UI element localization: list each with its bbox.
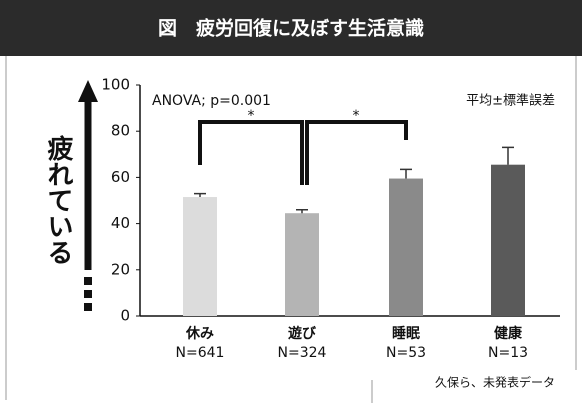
sample-size: N=324 [278, 345, 327, 361]
arrow-dash [84, 303, 92, 311]
y-tick-label: 60 [111, 168, 130, 186]
arrow-dash [84, 277, 92, 285]
x-tick-label: 休み [185, 325, 214, 342]
bar [183, 197, 217, 316]
x-tick-label: 睡眠 [392, 326, 420, 342]
x-tick-label: 健康 [494, 325, 523, 342]
bar [285, 213, 319, 316]
title-bar [0, 0, 582, 56]
arrow-dash [84, 290, 92, 298]
annotation: 平均±標準誤差 [466, 93, 555, 109]
arrow-head [78, 80, 98, 102]
x-tick-label: 遊び [288, 325, 317, 342]
y-tick-label: 80 [111, 122, 130, 140]
chart-title: 図 疲労回復に及ぼす生活意識 [158, 17, 424, 40]
y-axis-label: 疲れている [43, 134, 73, 265]
sample-size: N=13 [488, 345, 528, 361]
significance-bracket [305, 120, 408, 185]
y-tick-label: 40 [111, 214, 130, 232]
significance-label: * [353, 108, 360, 124]
bar [389, 178, 423, 316]
annotation: ANOVA; p=0.001 [152, 93, 271, 109]
error-bar [400, 168, 412, 179]
bar [491, 164, 525, 316]
y-tick-label: 0 [120, 307, 130, 325]
sample-size: N=641 [176, 345, 225, 361]
error-bar [502, 146, 514, 165]
source: 久保ら、未発表データ [435, 375, 555, 390]
error-bar [194, 192, 206, 198]
error-bar [296, 208, 308, 214]
significance-bracket [198, 120, 304, 185]
y-tick-label: 20 [111, 260, 130, 278]
y-tick-label: 100 [101, 76, 130, 94]
significance-label: * [248, 108, 255, 124]
sample-size: N=53 [386, 345, 426, 361]
